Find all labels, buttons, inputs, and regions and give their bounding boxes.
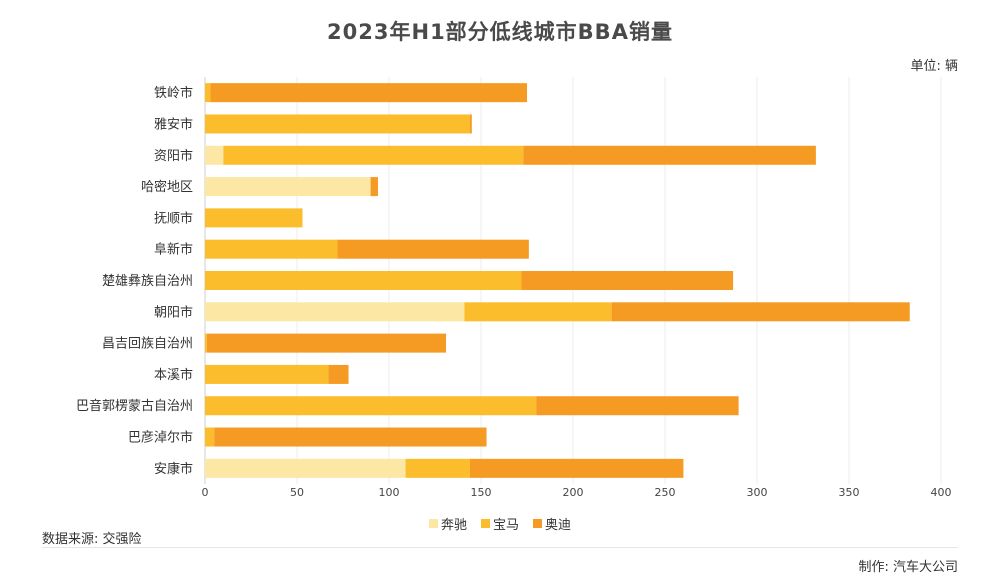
- bar-segment-benz: [205, 145, 224, 165]
- category-label: 铁岭市: [154, 85, 193, 101]
- x-tick-label: 150: [471, 486, 492, 499]
- bar-segment-bmw: [205, 114, 470, 134]
- category-label: 安康市: [154, 461, 193, 477]
- category-label: 朝阳市: [154, 304, 193, 320]
- x-tick-label: 0: [202, 486, 209, 499]
- bar-segment-bmw: [205, 364, 329, 384]
- category-label: 资阳市: [154, 148, 193, 164]
- x-tick-label: 100: [379, 486, 400, 499]
- bar-chart: 铁岭市雅安市资阳市哈密地区抚顺市阜新市楚雄彝族自治州朝阳市昌吉回族自治州本溪市巴…: [76, 77, 952, 499]
- legend-swatch-benz: [428, 519, 438, 528]
- legend-label-benz: 奔驰: [440, 518, 467, 533]
- bar-segment-audi: [370, 177, 378, 197]
- bar-segment-audi: [206, 333, 447, 353]
- bar-segment-audi: [328, 364, 349, 384]
- bar-segment-bmw: [205, 333, 207, 353]
- x-tick-label: 250: [655, 486, 676, 499]
- bar-segment-audi: [337, 239, 529, 259]
- x-tick-label: 50: [290, 486, 304, 499]
- bar-segment-bmw: [464, 302, 612, 322]
- bars: [205, 83, 910, 478]
- x-tick-label: 350: [839, 486, 860, 499]
- category-label: 巴彦淖尔市: [128, 430, 193, 446]
- bar-segment-audi: [210, 83, 527, 103]
- legend-label-bmw: 宝马: [492, 518, 519, 533]
- category-label: 昌吉回族自治州: [102, 336, 193, 352]
- category-label: 抚顺市: [154, 210, 193, 226]
- category-label: 哈密地区: [141, 179, 193, 195]
- x-tick-label: 300: [747, 486, 768, 499]
- bar-segment-bmw: [405, 458, 470, 478]
- bar-segment-bmw: [205, 83, 211, 103]
- footer-divider: [42, 547, 958, 548]
- bar-segment-audi: [611, 302, 910, 322]
- bar-segment-bmw: [205, 396, 537, 416]
- chart-title: 2023年H1部分低线城市BBA销量: [327, 20, 673, 44]
- category-label: 雅安市: [154, 116, 193, 132]
- bar-segment-audi: [469, 114, 472, 134]
- bar-segment-audi: [469, 458, 684, 478]
- bar-segment-audi: [536, 396, 739, 416]
- bar-segment-bmw: [205, 208, 303, 228]
- x-tick-label: 400: [931, 486, 952, 499]
- legend-item-benz: 奔驰: [428, 514, 467, 533]
- bar-segment-bmw: [205, 427, 215, 447]
- x-axis-ticks: 0 50 100 150 200 250 300 350 400: [202, 486, 952, 499]
- category-label: 本溪市: [154, 367, 193, 383]
- legend-swatch-audi: [533, 519, 542, 528]
- legend-item-audi: 奥迪: [533, 514, 571, 533]
- bar-segment-audi: [521, 271, 734, 290]
- bar-segment-audi: [523, 145, 816, 165]
- x-tick-label: 200: [563, 486, 584, 499]
- bar-segment-bmw: [223, 145, 524, 165]
- data-source: 数据来源: 交强险: [42, 532, 142, 547]
- bar-segment-benz: [205, 458, 406, 478]
- bar-segment-bmw: [205, 239, 338, 259]
- maker-credit: 制作: 汽车大公司: [858, 560, 958, 575]
- legend-label-audi: 奥迪: [545, 518, 572, 533]
- bar-segment-benz: [205, 177, 371, 197]
- category-label: 楚雄彝族自治州: [102, 273, 193, 289]
- category-label: 巴音郭楞蒙古自治州: [76, 398, 193, 414]
- category-labels: 铁岭市雅安市资阳市哈密地区抚顺市阜新市楚雄彝族自治州朝阳市昌吉回族自治州本溪市巴…: [76, 85, 193, 477]
- legend-swatch-bmw: [480, 519, 490, 528]
- bar-segment-bmw: [205, 271, 522, 290]
- unit-label: 单位: 辆: [910, 59, 958, 74]
- legend: 奔驰 宝马 奥迪: [0, 514, 1000, 533]
- legend-item-bmw: 宝马: [480, 514, 519, 533]
- bar-segment-benz: [205, 302, 465, 322]
- bar-segment-audi: [214, 427, 487, 447]
- category-label: 阜新市: [154, 242, 193, 258]
